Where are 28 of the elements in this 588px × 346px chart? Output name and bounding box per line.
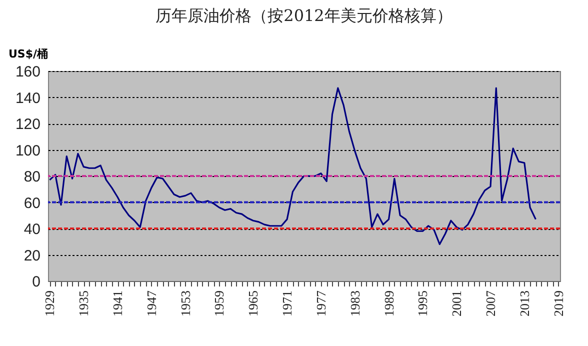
y-tick-label: 100 (15, 142, 40, 160)
x-tick-label: 2013 (516, 290, 532, 316)
y-axis-title: US$/桶 (8, 48, 48, 60)
y-tick-label: 60 (24, 194, 40, 212)
x-tick-label: 1965 (246, 290, 261, 316)
chart-title: 历年原油价格（按2012年美元价格核算） (156, 6, 452, 25)
x-tick-label: 1935 (76, 290, 92, 316)
x-tick-label: 1983 (347, 290, 362, 316)
y-tick-label: 20 (24, 247, 40, 264)
x-tick-label: 1953 (178, 290, 193, 316)
y-tick-label: 40 (24, 221, 40, 238)
line-series (48, 87, 536, 246)
y-tick-label: 160 (15, 64, 40, 80)
x-tick-label: 1995 (415, 290, 430, 316)
y-tick-label: 0 (32, 274, 40, 290)
x-tick-label: 1941 (110, 290, 126, 316)
x-tick-label: 2007 (482, 290, 498, 316)
x-tick-label: 1977 (313, 290, 328, 316)
y-tick-label: 140 (15, 90, 40, 107)
x-tick-label: 1971 (280, 290, 295, 316)
x-tick-label: 2001 (449, 290, 464, 316)
x-tick-label: 1989 (381, 290, 396, 316)
y-tick-label: 120 (15, 116, 40, 133)
x-tick-label: 1959 (212, 290, 227, 316)
x-tick-label: 2019 (550, 290, 566, 316)
y-tick-label: 80 (24, 168, 40, 186)
x-tick-label: 1947 (144, 290, 159, 316)
x-tick-label: 1929 (42, 290, 58, 316)
